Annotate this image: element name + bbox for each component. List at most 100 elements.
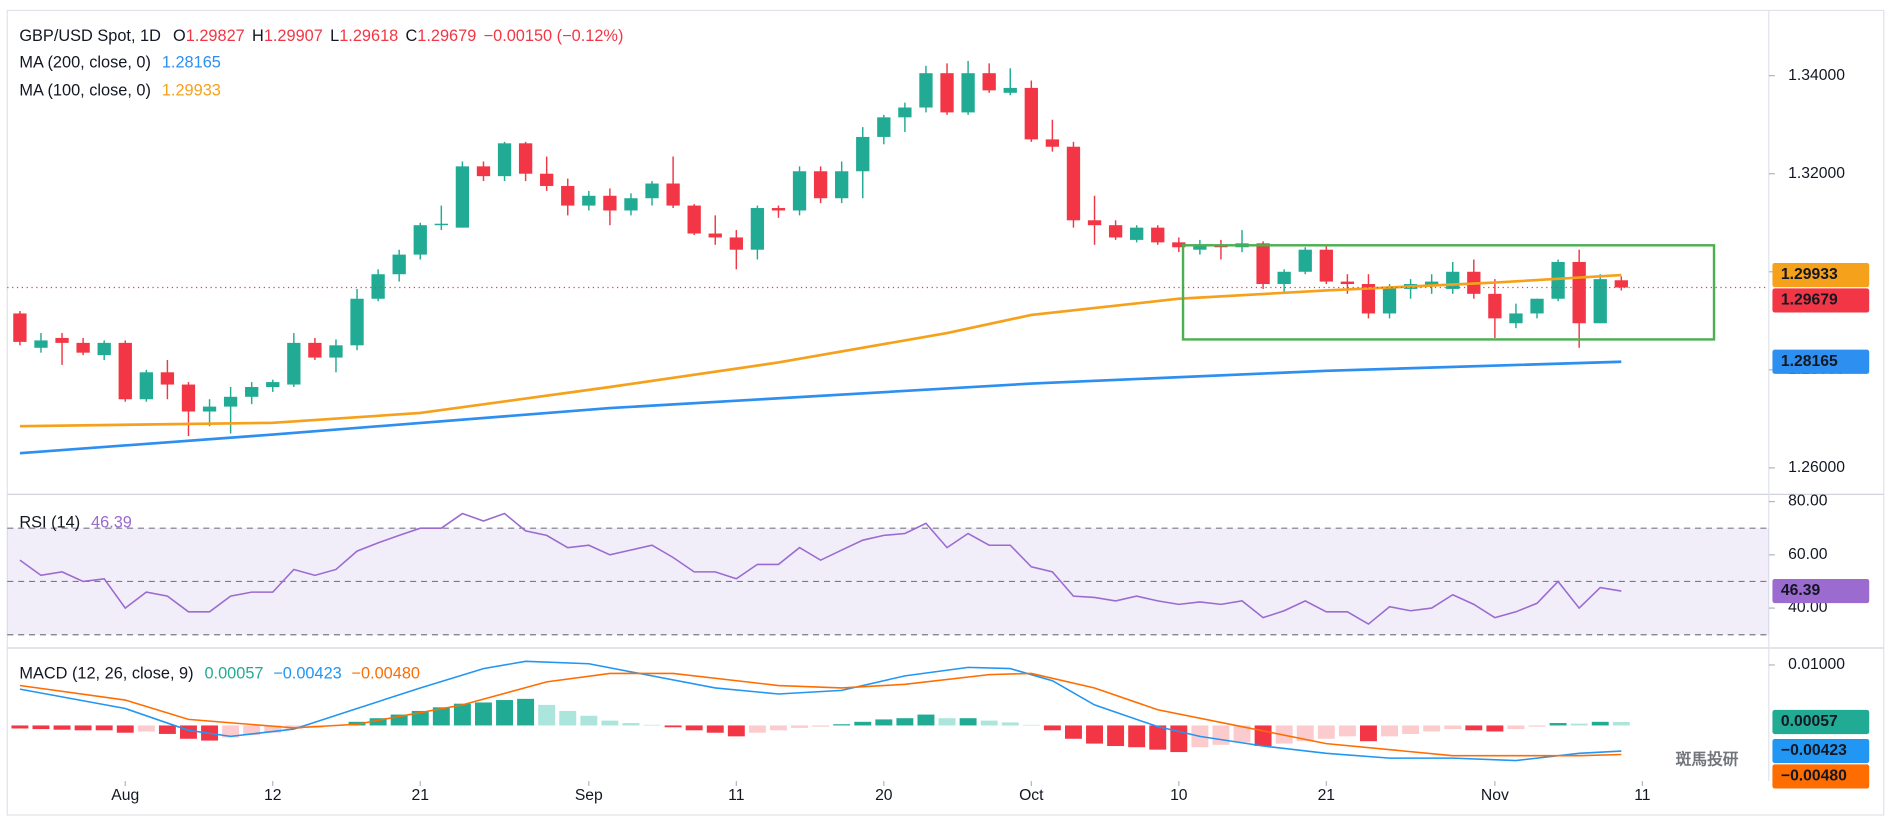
axis-value-tag-label: 1.28165 xyxy=(1781,353,1838,370)
candle-body xyxy=(434,223,448,226)
histogram-bar xyxy=(538,704,556,726)
candle-body xyxy=(287,342,301,385)
candle-body xyxy=(1340,281,1355,285)
frame xyxy=(6,9,1885,816)
y-tick-label: 40.00 xyxy=(1788,599,1828,616)
candle-body xyxy=(582,195,596,206)
histogram-bar xyxy=(1528,725,1546,727)
candle-body xyxy=(97,342,111,356)
candle-body xyxy=(371,274,385,299)
moving-average-line xyxy=(19,360,1622,455)
histogram-bar xyxy=(453,703,471,726)
indicator-name: MA (100, close, 0) xyxy=(19,82,151,100)
histogram-bar xyxy=(664,725,682,728)
candle-body xyxy=(181,384,196,412)
ohlc-value: 1.29827 xyxy=(186,27,245,45)
histogram-bar xyxy=(769,725,787,731)
candle-body xyxy=(1003,87,1017,93)
histogram-bar xyxy=(1317,725,1335,739)
histogram-bar xyxy=(369,718,387,726)
y-tick-label: 60.00 xyxy=(1788,546,1828,563)
indicator-legend: MA (100, close, 0) 1.29933 xyxy=(19,82,221,100)
candle-body xyxy=(645,183,659,199)
candle-body xyxy=(666,183,680,206)
histogram-bar xyxy=(1465,725,1483,731)
histogram-bar xyxy=(917,714,935,726)
candle-body xyxy=(771,208,786,211)
candle-body xyxy=(329,345,343,358)
candle-body xyxy=(540,173,554,186)
y-tick-label: 1.34000 xyxy=(1788,67,1845,84)
histogram-bar xyxy=(1254,725,1272,747)
indicator-name: RSI (14) xyxy=(19,514,80,532)
histogram-bar xyxy=(222,725,240,738)
candle-body xyxy=(708,233,722,238)
axis-value-tag xyxy=(1772,578,1870,604)
histogram-bar xyxy=(1381,725,1398,737)
histogram-bar xyxy=(959,718,977,726)
histogram-bar xyxy=(1107,725,1125,747)
histogram-bar xyxy=(559,710,577,726)
indicator-value: 46.39 xyxy=(91,514,132,532)
x-tick-label: Aug xyxy=(111,787,139,804)
histogram-bar xyxy=(32,725,50,730)
histogram-bar xyxy=(1043,725,1061,731)
candle-body xyxy=(308,342,322,358)
candle-body xyxy=(245,386,259,397)
ohlc-key: O xyxy=(173,27,186,45)
candle-body xyxy=(813,171,828,199)
histogram-bar xyxy=(1149,725,1167,750)
histogram-bar xyxy=(1001,722,1019,726)
candle-body xyxy=(518,143,533,174)
axis-value-tag-label: −0.00480 xyxy=(1781,768,1847,785)
candle-body xyxy=(160,372,175,385)
histogram-bar xyxy=(1570,723,1588,726)
histogram-bar xyxy=(390,714,408,726)
x-tick-label: 12 xyxy=(264,787,281,804)
histogram-bar xyxy=(264,725,282,733)
x-tick-label: Nov xyxy=(1481,787,1509,804)
axis-value-tag-label: 1.29933 xyxy=(1781,266,1838,283)
candle-body xyxy=(1593,279,1607,324)
x-tick-label: 11 xyxy=(728,787,744,804)
histogram-bar xyxy=(95,725,113,731)
x-tick-label: 21 xyxy=(412,787,429,804)
candle-body xyxy=(1509,313,1523,324)
histogram-bar xyxy=(1444,725,1462,730)
histogram-bar xyxy=(812,725,830,727)
histogram-bar xyxy=(517,698,535,726)
histogram-bar xyxy=(685,725,703,731)
candle-body xyxy=(792,171,807,211)
axis-value-tag xyxy=(1772,738,1870,764)
histogram-bar xyxy=(938,718,956,726)
candle-body xyxy=(1066,146,1081,221)
histogram-bar xyxy=(980,720,998,726)
histogram-bar xyxy=(1549,723,1567,726)
histogram-bar xyxy=(833,724,851,726)
rsi-band xyxy=(7,528,1769,635)
histogram-bar xyxy=(1338,725,1356,737)
candle-body xyxy=(34,340,48,348)
candle-body xyxy=(1425,281,1439,287)
histogram-bar xyxy=(243,725,261,736)
candle-body xyxy=(1172,242,1186,248)
candle-body xyxy=(1298,249,1312,272)
histogram-bar xyxy=(411,710,429,726)
y-tick-label: 1.32000 xyxy=(1788,165,1845,182)
y-tick-label: 1.26000 xyxy=(1788,459,1845,476)
macd-line xyxy=(19,660,1622,762)
histogram-bar xyxy=(727,725,745,737)
candle-body xyxy=(1488,293,1502,319)
histogram-bar xyxy=(1086,725,1103,744)
histogram-bar xyxy=(1423,725,1441,732)
y-tick-label: 80.00 xyxy=(1788,493,1828,510)
ohlc-value: 1.29618 xyxy=(339,27,398,45)
candle-body xyxy=(1151,227,1165,243)
candle-body xyxy=(856,136,870,172)
x-tick-label: 10 xyxy=(1170,787,1188,804)
histogram-bar xyxy=(580,715,598,726)
axis-value-tag-label: −0.00423 xyxy=(1781,742,1847,759)
axis-value-tag xyxy=(1772,288,1870,313)
